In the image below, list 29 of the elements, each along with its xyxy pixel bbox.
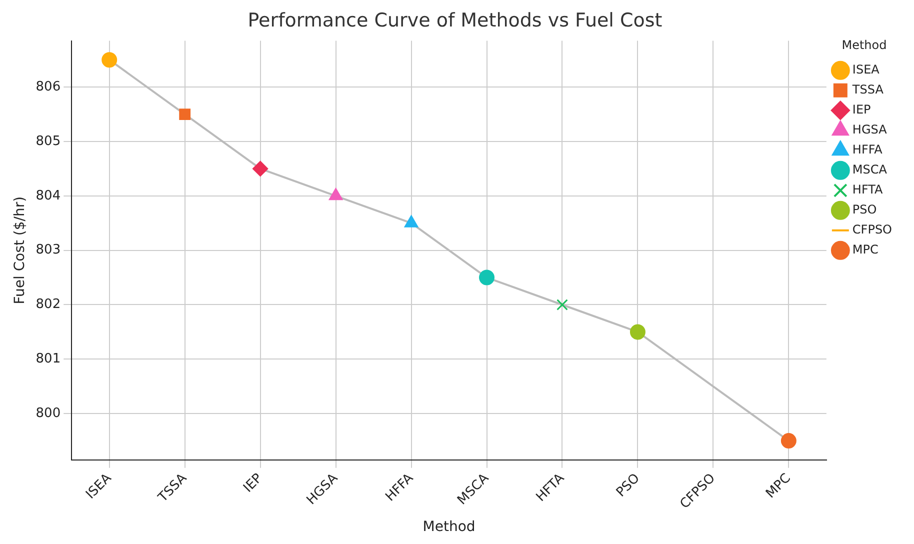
point	[179, 108, 191, 120]
legend-label: HFTA	[852, 182, 884, 197]
point	[252, 160, 268, 176]
legend-label: HGSA	[852, 122, 888, 137]
point	[780, 433, 796, 449]
y-tick-label: 803	[36, 242, 61, 258]
y-tick-label: 800	[36, 406, 61, 421]
y-tick-label: 804	[36, 188, 61, 204]
y-tick-label: 806	[36, 79, 61, 94]
legend-label: PSO	[852, 202, 877, 217]
y-axis-title: Fuel Cost ($/hr)	[12, 196, 28, 304]
point	[479, 270, 495, 286]
legend-label: IEP	[852, 102, 871, 117]
x-axis-title: Method	[422, 519, 476, 536]
y-tick-label: 802	[36, 297, 61, 312]
legend-label: MPC	[852, 242, 878, 257]
legend-label: HFFA	[852, 142, 884, 157]
point	[630, 324, 646, 340]
y-tick-label: 801	[36, 352, 61, 367]
legend-label: TSSA	[851, 82, 884, 97]
legend-label: ISEA	[852, 62, 880, 77]
chart-title: Performance Curve of Methods vs Fuel Cost	[248, 9, 662, 32]
legend-label: CFPSO	[852, 222, 892, 237]
legend-title: Method	[842, 38, 887, 52]
point	[102, 52, 118, 68]
legend-label: MSCA	[852, 162, 888, 177]
point	[556, 299, 568, 310]
x-tick-label: IEP	[240, 470, 266, 496]
y-tick-label: 805	[36, 134, 61, 149]
